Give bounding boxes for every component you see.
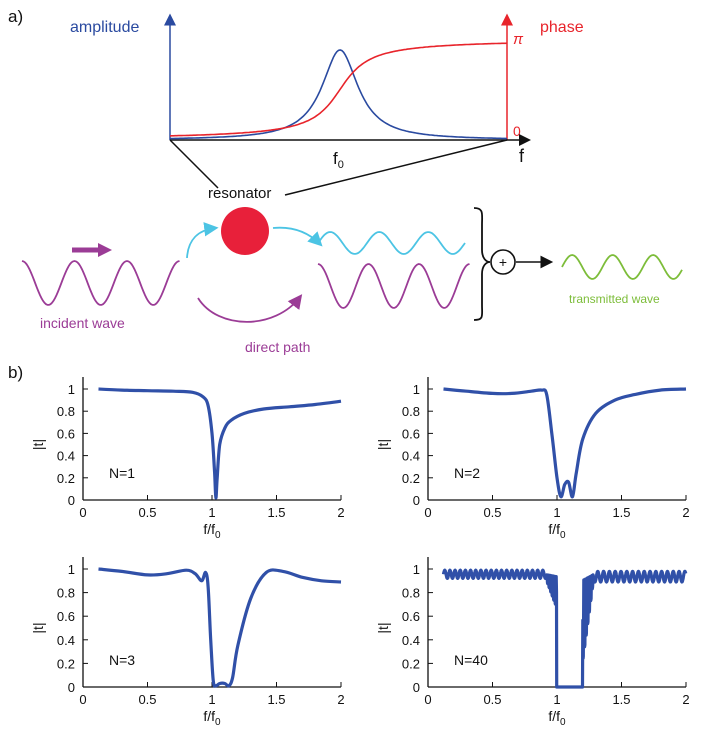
x-tick-label: 2	[337, 692, 344, 707]
x-tick-label: 1.5	[612, 505, 630, 520]
y-tick-label: 0.4	[57, 449, 75, 464]
x-tick-label: 0	[79, 692, 86, 707]
chart-4: 0 0.5 1 1.5 200.20.40.60.81f/f0|t|N=40	[375, 557, 690, 728]
y-tick-label: 0.4	[402, 633, 420, 648]
frequency-label: f	[519, 146, 525, 166]
sum-brace	[473, 207, 491, 321]
y-tick-label: 0.8	[402, 586, 420, 601]
x-axis-label: f/f0	[548, 521, 566, 541]
chart-1: 0 0.5 1 1.5 200.20.40.60.81f/f0|t|N=1	[30, 377, 345, 541]
y-tick-label: 0.6	[57, 426, 75, 441]
direct-path-arrow	[197, 294, 303, 323]
resonator-label: resonator	[208, 185, 271, 202]
direct-wave	[317, 263, 470, 309]
y-tick-label: 1	[413, 562, 420, 577]
n-annotation: N=1	[109, 465, 135, 481]
y-tick-label: 0	[68, 680, 75, 695]
amplitude-curve	[170, 49, 508, 140]
x-tick-label: 1	[553, 692, 560, 707]
transmitted-wave	[561, 254, 683, 280]
transmitted-wave-label: transmitted wave	[569, 292, 660, 306]
y-axis-label: |t|	[30, 622, 46, 633]
x-tick-label: 0	[424, 505, 431, 520]
y-tick-label: 0.2	[402, 656, 420, 671]
y-tick-label: 0.6	[402, 426, 420, 441]
y-tick-label: 0	[413, 493, 420, 508]
y-tick-label: 0.6	[57, 609, 75, 624]
x-tick-label: 0.5	[138, 505, 156, 520]
series-line	[443, 387, 687, 499]
y-tick-label: 0.2	[57, 656, 75, 671]
zero-label: 0	[513, 123, 521, 139]
x-tick-label: 2	[682, 692, 689, 707]
resonator-disc	[221, 207, 269, 255]
n-annotation: N=3	[109, 652, 135, 668]
y-tick-label: 0.2	[402, 471, 420, 486]
x-tick-label: 1.5	[267, 505, 285, 520]
chart-2: 0 0.5 1 1.5 200.20.40.60.81f/f0|t|N=2	[375, 377, 690, 541]
direct-path-label: direct path	[245, 339, 310, 355]
x-tick-label: 2	[337, 505, 344, 520]
f0-label: f0	[333, 149, 344, 171]
series-line	[98, 567, 342, 688]
x-tick-label: 1	[208, 692, 215, 707]
x-tick-label: 1	[208, 505, 215, 520]
x-tick-label: 0.5	[483, 692, 501, 707]
y-tick-label: 0.8	[57, 586, 75, 601]
y-tick-label: 0.4	[402, 449, 420, 464]
x-axis-label: f/f0	[203, 708, 221, 728]
resonator-pointer-left	[169, 139, 219, 189]
x-tick-label: 0.5	[483, 505, 501, 520]
y-axis-label: |t|	[30, 439, 46, 450]
incident-wave-label: incident wave	[40, 315, 125, 331]
x-axis-label: f/f0	[548, 708, 566, 728]
y-tick-label: 1	[68, 562, 75, 577]
y-tick-label: 0.6	[402, 609, 420, 624]
y-tick-label: 1	[413, 382, 420, 397]
series-line	[98, 387, 342, 500]
x-tick-label: 1.5	[267, 692, 285, 707]
phase-curve	[169, 42, 508, 137]
y-axis-label: |t|	[375, 439, 391, 450]
panel-b-charts: 0 0.5 1 1.5 200.20.40.60.81f/f0|t|N=10 0.5 1 1.…	[30, 377, 690, 728]
amplitude-label: amplitude	[70, 19, 139, 36]
incident-wave	[21, 260, 180, 306]
n-annotation: N=2	[454, 465, 480, 481]
panel-a-label: a)	[8, 7, 23, 26]
y-axis-label: |t|	[375, 622, 391, 633]
x-tick-label: 0.5	[138, 692, 156, 707]
y-tick-label: 0	[413, 680, 420, 695]
sum-circle	[490, 249, 516, 275]
n-annotation: N=40	[454, 652, 488, 668]
x-tick-label: 0	[424, 692, 431, 707]
y-tick-label: 0.2	[57, 471, 75, 486]
path-out-of-resonator	[272, 226, 323, 247]
pi-label: π	[513, 31, 524, 48]
resonator-pointer-right	[284, 139, 508, 196]
x-tick-label: 0	[79, 505, 86, 520]
incident-arrow-head	[98, 243, 112, 257]
path-into-resonator	[186, 222, 219, 259]
series-line	[441, 568, 688, 689]
y-tick-label: 0.8	[402, 404, 420, 419]
y-tick-label: 0	[68, 493, 75, 508]
y-tick-label: 0.8	[57, 404, 75, 419]
phase-label: phase	[540, 19, 584, 36]
x-tick-label: 1.5	[612, 692, 630, 707]
y-tick-label: 1	[68, 382, 75, 397]
chart-3: 0 0.5 1 1.5 200.20.40.60.81f/f0|t|N=3	[30, 557, 345, 728]
x-tick-label: 1	[553, 505, 560, 520]
x-axis-label: f/f0	[203, 521, 221, 541]
sum-plus: +	[499, 254, 507, 270]
y-tick-label: 0.4	[57, 633, 75, 648]
x-tick-label: 2	[682, 505, 689, 520]
panel-b-label: b)	[8, 363, 23, 382]
resonator-wave	[317, 231, 466, 255]
